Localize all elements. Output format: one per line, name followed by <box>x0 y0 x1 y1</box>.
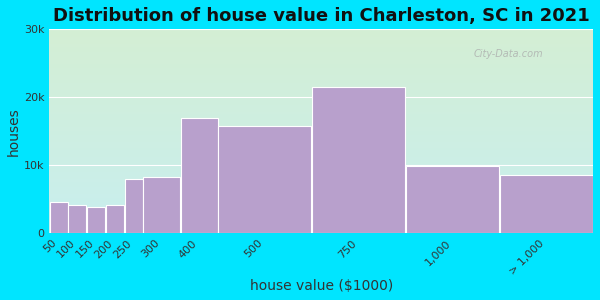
Bar <box>218 126 311 233</box>
Bar <box>406 167 499 233</box>
Bar <box>500 175 593 233</box>
X-axis label: house value ($1000): house value ($1000) <box>250 279 393 293</box>
Text: City-Data.com: City-Data.com <box>473 49 543 59</box>
Bar <box>106 205 124 233</box>
Bar <box>143 177 180 233</box>
Bar <box>125 179 143 233</box>
Title: Distribution of house value in Charleston, SC in 2021: Distribution of house value in Charlesto… <box>53 7 590 25</box>
Bar <box>181 118 218 233</box>
Bar <box>312 87 405 233</box>
Bar <box>87 207 105 233</box>
Y-axis label: houses: houses <box>7 107 21 155</box>
Bar <box>50 202 68 233</box>
Bar <box>68 205 86 233</box>
